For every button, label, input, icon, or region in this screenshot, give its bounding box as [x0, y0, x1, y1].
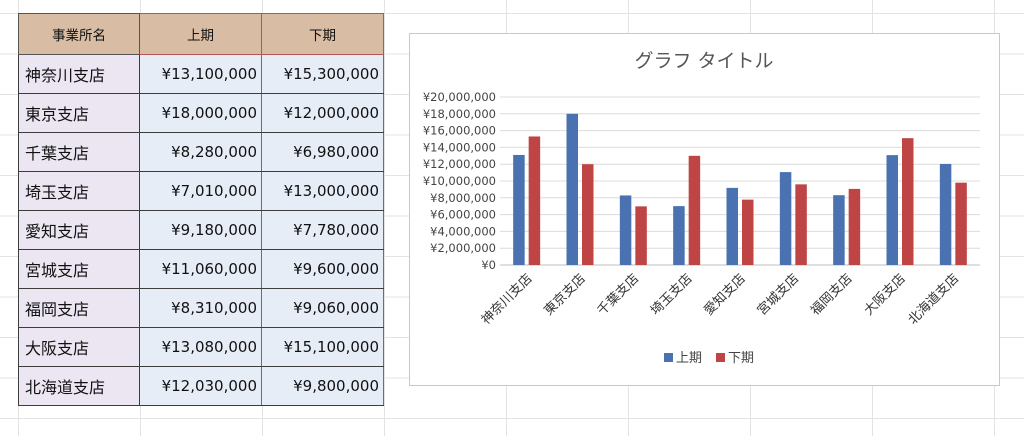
- second-half-cell[interactable]: ¥15,300,000: [261, 54, 384, 94]
- x-category-label: 神奈川支店: [479, 271, 536, 328]
- bar-second-half[interactable]: [902, 138, 914, 265]
- office-name-cell[interactable]: 神奈川支店: [18, 54, 140, 94]
- table-row: 神奈川支店 ¥13,100,000 ¥15,300,000: [18, 54, 384, 94]
- x-category-label: 東京支店: [541, 271, 589, 319]
- bar-chart: グラフ タイトル ¥0 ¥2,000,000 ¥4,000,000 ¥6,000,00…: [423, 50, 980, 366]
- chart-area[interactable]: グラフ タイトル ¥0 ¥2,000,000 ¥4,000,000 ¥6,000,00…: [409, 33, 1000, 386]
- bar-second-half[interactable]: [528, 136, 541, 265]
- bar-second-half[interactable]: [848, 188, 861, 265]
- table-row: 愛知支店 ¥9,180,000 ¥7,780,000: [18, 210, 384, 250]
- y-tick-label: ¥0: [481, 258, 496, 272]
- y-axis-labels: ¥0 ¥2,000,000 ¥4,000,000 ¥6,000,000 ¥8,000,0…: [423, 90, 496, 272]
- header-first-half[interactable]: 上期: [139, 13, 262, 55]
- office-name-cell[interactable]: 大阪支店: [18, 327, 140, 367]
- y-tick-label: ¥18,000,000: [423, 107, 496, 121]
- bar-second-half[interactable]: [635, 206, 647, 265]
- bar-first-half[interactable]: [673, 206, 685, 265]
- office-name-cell[interactable]: 愛知支店: [18, 210, 140, 250]
- first-half-cell[interactable]: ¥12,030,000: [139, 366, 262, 406]
- y-tick-label: ¥4,000,000: [430, 224, 496, 238]
- bar-first-half[interactable]: [939, 163, 952, 265]
- office-name-cell[interactable]: 東京支店: [18, 93, 140, 133]
- bar-second-half[interactable]: [795, 184, 807, 265]
- first-half-cell[interactable]: ¥18,000,000: [139, 93, 262, 133]
- table-header-row: 事業所名 上期 下期: [18, 13, 384, 55]
- sales-table: 事業所名 上期 下期 神奈川支店 ¥13,100,000 ¥15,300,000 東京…: [18, 13, 384, 406]
- second-half-cell[interactable]: ¥7,780,000: [261, 210, 384, 250]
- first-half-cell[interactable]: ¥13,100,000: [139, 54, 262, 94]
- bar-first-half[interactable]: [726, 187, 739, 265]
- y-tick-label: ¥6,000,000: [430, 208, 496, 222]
- table-row: 埼玉支店 ¥7,010,000 ¥13,000,000: [18, 171, 384, 211]
- y-tick-label: ¥16,000,000: [423, 124, 496, 138]
- y-tick-label: ¥8,000,000: [430, 191, 496, 205]
- x-category-label: 福岡支店: [808, 271, 855, 318]
- chart-title[interactable]: グラフ タイトル: [634, 50, 773, 72]
- legend-swatch: [664, 353, 673, 362]
- x-category-label: 宮城支店: [754, 271, 802, 319]
- bar-first-half[interactable]: [513, 154, 525, 265]
- legend-label: 下期: [728, 351, 754, 366]
- first-half-cell[interactable]: ¥9,180,000: [139, 210, 262, 250]
- y-tick-label: ¥12,000,000: [423, 157, 496, 171]
- x-category-label: 愛知支店: [701, 271, 749, 319]
- second-half-cell[interactable]: ¥12,000,000: [261, 93, 384, 133]
- y-tick-label: ¥2,000,000: [430, 241, 496, 255]
- bar-second-half[interactable]: [955, 182, 967, 265]
- bars: [513, 113, 967, 265]
- first-half-cell[interactable]: ¥11,060,000: [139, 249, 262, 289]
- x-category-label: 北海道支店: [906, 271, 963, 328]
- table-body: 神奈川支店 ¥13,100,000 ¥15,300,000 東京支店 ¥18,000,0…: [18, 54, 384, 406]
- second-half-cell[interactable]: ¥13,000,000: [261, 171, 384, 211]
- table-row: 東京支店 ¥18,000,000 ¥12,000,000: [18, 93, 384, 133]
- table-row: 大阪支店 ¥13,080,000 ¥15,100,000: [18, 327, 384, 367]
- first-half-cell[interactable]: ¥13,080,000: [139, 327, 262, 367]
- table-row: 千葉支店 ¥8,280,000 ¥6,980,000: [18, 132, 384, 172]
- second-half-cell[interactable]: ¥6,980,000: [261, 132, 384, 172]
- second-half-cell[interactable]: ¥9,600,000: [261, 249, 384, 289]
- office-name-cell[interactable]: 福岡支店: [18, 288, 140, 328]
- gridlines: [500, 96, 980, 266]
- x-category-label: 埼玉支店: [648, 271, 695, 318]
- second-half-cell[interactable]: ¥15,100,000: [261, 327, 384, 367]
- office-name-cell[interactable]: 埼玉支店: [18, 171, 140, 211]
- bar-first-half[interactable]: [833, 195, 845, 265]
- legend[interactable]: 上期 下期: [664, 351, 754, 366]
- second-half-cell[interactable]: ¥9,060,000: [261, 288, 384, 328]
- bar-second-half[interactable]: [582, 164, 594, 265]
- first-half-cell[interactable]: ¥7,010,000: [139, 171, 262, 211]
- first-half-cell[interactable]: ¥8,280,000: [139, 132, 262, 172]
- y-tick-label: ¥10,000,000: [423, 174, 496, 188]
- bar-second-half[interactable]: [688, 155, 701, 265]
- office-name-cell[interactable]: 宮城支店: [18, 249, 140, 289]
- y-tick-label: ¥14,000,000: [423, 140, 496, 154]
- x-category-label: 千葉支店: [595, 271, 642, 318]
- first-half-cell[interactable]: ¥8,310,000: [139, 288, 262, 328]
- table-row: 北海道支店 ¥12,030,000 ¥9,800,000: [18, 366, 384, 406]
- x-category-label: 大阪支店: [861, 271, 908, 318]
- bar-first-half[interactable]: [566, 113, 579, 265]
- header-second-half[interactable]: 下期: [261, 13, 384, 55]
- bar-first-half[interactable]: [779, 172, 792, 265]
- legend-swatch: [716, 353, 725, 362]
- office-name-cell[interactable]: 千葉支店: [18, 132, 140, 172]
- legend-label: 上期: [676, 351, 702, 366]
- table-row: 宮城支店 ¥11,060,000 ¥9,600,000: [18, 249, 384, 289]
- table-row: 福岡支店 ¥8,310,000 ¥9,060,000: [18, 288, 384, 328]
- second-half-cell[interactable]: ¥9,800,000: [261, 366, 384, 406]
- header-office-name[interactable]: 事業所名: [18, 13, 140, 55]
- bar-first-half[interactable]: [886, 155, 899, 265]
- bar-second-half[interactable]: [742, 199, 754, 265]
- y-tick-label: ¥20,000,000: [423, 90, 496, 104]
- office-name-cell[interactable]: 北海道支店: [18, 366, 140, 406]
- bar-first-half[interactable]: [619, 195, 632, 265]
